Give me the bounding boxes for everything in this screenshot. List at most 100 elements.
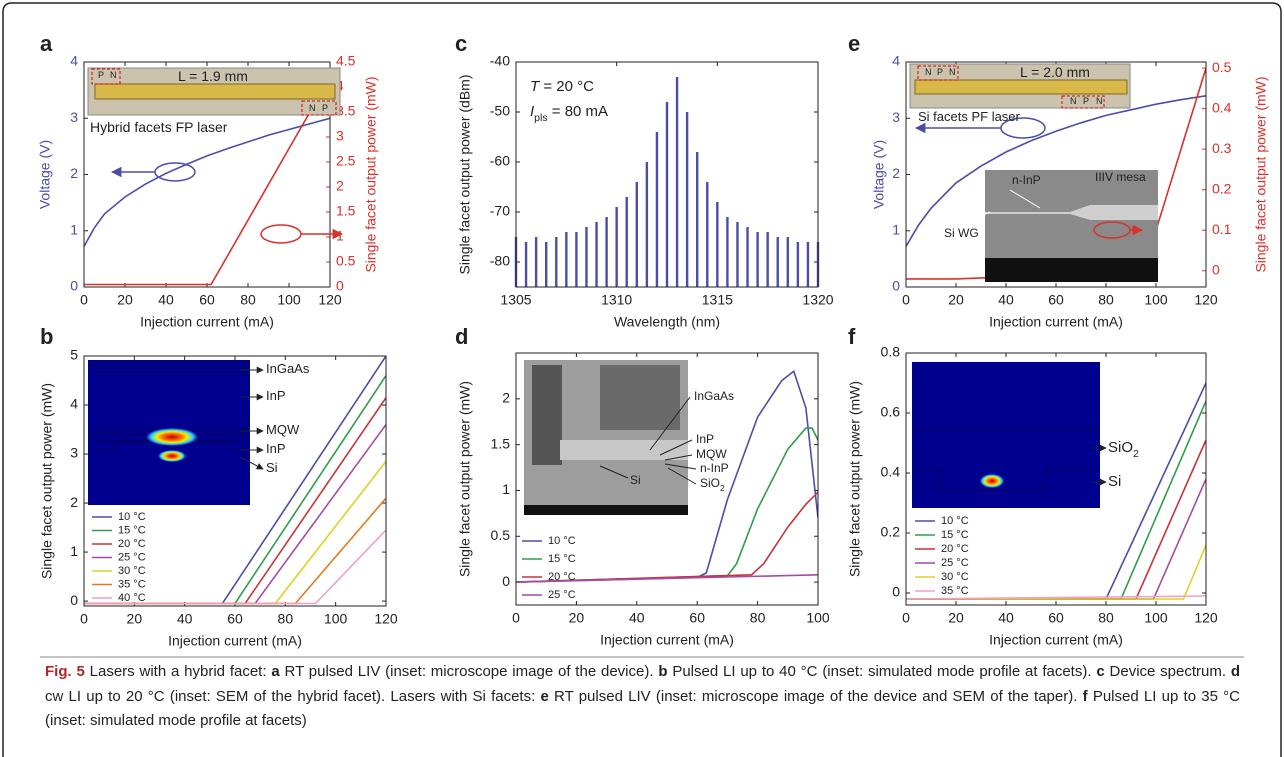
caption-text: Pulsed LI up to 40 °C (inset: simulated …	[672, 663, 1092, 680]
taper	[985, 205, 1158, 220]
annotation-part: N	[949, 67, 956, 77]
x-tick-label: 0	[80, 611, 88, 627]
annotation: P	[98, 70, 104, 80]
y-tick-label: 1	[892, 221, 900, 237]
annotation-part: MQW	[696, 447, 727, 461]
sem-layer	[560, 440, 688, 460]
y-axis-label: Voltage (V)	[37, 140, 53, 209]
y2-tick-label: 0.4	[1212, 99, 1232, 115]
x-tick-label: 120	[1194, 610, 1218, 626]
panel-letter: a	[40, 31, 53, 56]
legend-label: 15 °C	[118, 524, 146, 536]
x-tick-label: 100	[1144, 610, 1168, 626]
annotation-part: N	[1070, 96, 1077, 106]
leader	[599, 465, 629, 479]
arrow	[239, 456, 264, 470]
plot-frame	[83, 61, 331, 288]
leader	[959, 211, 991, 226]
caption-panel-ref: c	[1096, 663, 1105, 680]
mode-blob	[146, 428, 198, 446]
y-tick-label: 4	[70, 53, 78, 69]
annotation-part: I	[530, 103, 534, 120]
plot-frame	[905, 352, 1207, 606]
annotation-part: L = 1.9 mm	[178, 68, 248, 84]
plot-frame	[515, 61, 819, 288]
y2-tick-label: 1	[336, 228, 344, 244]
x-tick-label: 100	[1144, 292, 1168, 308]
x-tick-label: 100	[277, 292, 301, 308]
x-tick-label: 20	[948, 292, 964, 308]
legend-label: 10 °C	[118, 511, 146, 523]
annotation-part: InP	[266, 441, 286, 456]
y-tick-label: 0.6	[881, 404, 901, 420]
y2-tick-label: 2.5	[336, 153, 356, 169]
leader	[1009, 189, 1041, 209]
y-tick-label: 1	[502, 481, 510, 497]
annotation-part: InP	[266, 388, 286, 403]
annotation-part: InGaAs	[266, 361, 310, 376]
legend-label: 25 °C	[118, 551, 146, 563]
annotation: P	[937, 67, 943, 77]
annotation-part: 2	[720, 483, 725, 493]
panel-letter: f	[848, 324, 856, 349]
y-tick-label: 0	[70, 592, 78, 608]
leader	[667, 467, 697, 485]
y-tick-label: 4	[892, 53, 900, 69]
annotation-part: L = 2.0 mm	[1020, 64, 1090, 80]
legend-label: 40 °C	[118, 592, 146, 604]
y2-tick-label: 1.5	[336, 203, 356, 219]
panel-letter: c	[455, 31, 467, 56]
annotation-part: Si WG	[944, 226, 979, 240]
annotation: Ipls = 80 mA	[530, 103, 608, 124]
y-tick-label: 3	[892, 109, 900, 125]
x-axis-label: Injection current (mA)	[140, 314, 274, 330]
y2-tick-label: 0.3	[1212, 140, 1232, 156]
plot-frame	[83, 355, 387, 607]
annotation-part: N	[925, 67, 932, 77]
sem-dark	[532, 365, 562, 465]
annotation-part: Si	[1108, 473, 1121, 490]
leader	[659, 439, 693, 456]
x-tick-label: 60	[1048, 610, 1064, 626]
annotation-part: Si	[266, 460, 278, 475]
legend-label: 10 °C	[548, 535, 576, 547]
data-line	[906, 595, 1206, 600]
waveguide-outline	[912, 469, 1100, 491]
legend-label: 35 °C	[118, 578, 146, 590]
inset-mode	[912, 362, 1100, 508]
x-axis-label: Injection current (mA)	[600, 632, 734, 648]
annotation: Si WG	[944, 226, 979, 240]
x-tick-label: 0	[512, 610, 520, 626]
x-tick-label: 120	[318, 292, 342, 308]
x-tick-label: 100	[324, 611, 348, 627]
y2-tick-label: 0.2	[1212, 180, 1232, 196]
x-tick-label: 60	[1048, 292, 1064, 308]
annotation: Si	[630, 473, 641, 487]
annotation: T = 20 °C	[530, 78, 594, 95]
annotation-part: = 80 mA	[548, 103, 608, 120]
caption-text: RT pulsed LIV (inset: microscope image o…	[554, 687, 1078, 705]
leader	[649, 396, 691, 451]
x-tick-label: 1315	[702, 292, 733, 308]
annotation: IIIV mesa	[1095, 170, 1146, 184]
y-axis-label: Single facet output power (mW)	[847, 381, 863, 577]
caption-text: Pulsed LI up to 35 °C (inset: simulated …	[45, 687, 1240, 730]
legend-label: 15 °C	[548, 553, 576, 565]
annotation-part: Si	[630, 473, 641, 487]
x-tick-label: 40	[177, 611, 193, 627]
y2-tick-label: 0.1	[1212, 221, 1232, 237]
y2-tick-label: 0.5	[336, 253, 356, 269]
annotation: P	[322, 103, 328, 113]
data-line	[516, 574, 818, 583]
annotation: N	[949, 67, 956, 77]
caption-panel-ref: b	[658, 663, 668, 680]
x-tick-label: 40	[158, 292, 174, 308]
y-tick-label: 0	[70, 278, 78, 294]
annotation-part: 2	[1133, 448, 1139, 460]
sem-dark	[600, 365, 680, 430]
caption-text: Lasers with a hybrid facet:	[89, 663, 267, 680]
x-axis-label: Wavelength (nm)	[614, 314, 720, 330]
legend-label: 20 °C	[941, 543, 969, 555]
annotation: N	[1070, 96, 1077, 106]
